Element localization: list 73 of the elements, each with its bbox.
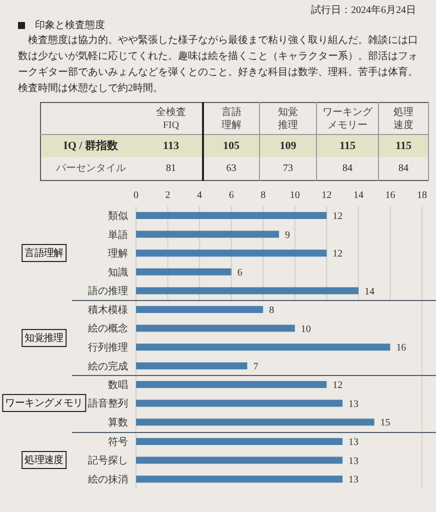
data-label: 9 [285,230,290,241]
category-label: 言語理解 [221,106,242,132]
y-tick-label: 絵の完成 [87,360,128,372]
data-label: 15 [380,418,390,429]
y-axis-title: 言語理解 [22,244,66,262]
text: 試行日：2024年6月24日 [311,4,416,17]
text: パーセンタイル [54,162,127,176]
data-label: 115 [316,134,378,156]
data-label: 84 [316,156,378,180]
y-tick-label: 積木模様 [88,304,128,316]
text: 検査態度は協力的。やや緊張した様子ながら最後まで粘り強く取り組んだ。雑談には口数は少ないが気軽に応じてくれた。趣味は絵を描くこと（キャラクター系）。部活はフォークギター部であいみょんなどを弾くとのこと。好きな科目は数学、理科。苦手は体育。検査時間は休憩なしで約2時間。 [18,34,419,96]
category-label: 全検査 FIQ [155,106,187,132]
data-label: 6 [237,267,242,278]
category-label: 知覚推理 [278,106,298,132]
data-label: 115 [378,134,428,156]
y-tick-label: 理解 [108,248,128,260]
y-tick-label: 類似 [108,210,128,222]
bar [136,362,248,370]
bar [136,344,390,351]
y-tick-label: 算数 [108,416,128,429]
x-tick-label: 6 [228,190,234,201]
bar [136,324,295,332]
data-label: 81 [140,156,202,180]
x-tick-label: 2 [165,190,170,201]
data-label: 8 [269,305,274,316]
y-tick-label: 知識 [108,266,128,278]
data-label: 63 [202,156,260,180]
x-tick-label: 16 [385,190,396,201]
bar [136,306,264,313]
y-axis-title: 処理速度 [22,450,66,469]
y-axis-title: ワーキングメモリ [2,394,86,412]
data-label: 105 [202,134,260,156]
y-tick-label: 語音整列 [88,398,128,410]
y-tick-label: 記号探し [88,454,128,466]
data-label: 7 [253,361,258,372]
y-tick-label: 単語 [108,228,128,241]
data-label: 16 [396,342,406,354]
bar [136,230,279,238]
bar [136,212,327,219]
y-tick-label: 語の推理 [88,285,128,298]
data-label: 12 [332,211,343,222]
data-label: 13 [348,436,359,448]
bar [136,268,232,276]
y-tick-label: 行列推理 [88,342,128,354]
data-label: 10 [300,324,311,335]
data-label: 113 [140,134,202,156]
data-label: 13 [348,399,359,410]
y-tick-label: 絵の抹消 [87,473,128,486]
x-tick-label: 8 [260,190,266,201]
x-tick-label: 4 [197,190,202,201]
x-tick-label: 0 [134,190,138,201]
text: 印象と検査態度 [35,18,105,32]
category-label: 処理速度 [394,106,414,132]
category-label: ワーキングメモリー [322,106,372,132]
y-tick-label: 数唱 [108,380,128,392]
x-tick-label: 14 [353,190,364,201]
text: IQ / 群指数 [40,134,140,156]
data-label: 109 [260,134,316,156]
data-label: 13 [348,474,359,486]
x-tick-label: 12 [322,190,332,201]
bar [136,287,358,294]
y-tick-label: 符号 [108,436,128,448]
data-label: 84 [378,156,428,180]
data-label: 12 [332,380,343,392]
data-label: 73 [260,156,316,180]
data-label: 13 [348,455,359,466]
bar [136,250,327,257]
data-label: 14 [364,286,374,298]
data-label: 12 [332,248,343,260]
y-axis-title: 知覚推理 [22,328,66,347]
y-tick-label: 絵の概念 [87,322,128,335]
x-tick-label: 18 [417,190,427,201]
x-tick-label: 10 [290,190,300,201]
